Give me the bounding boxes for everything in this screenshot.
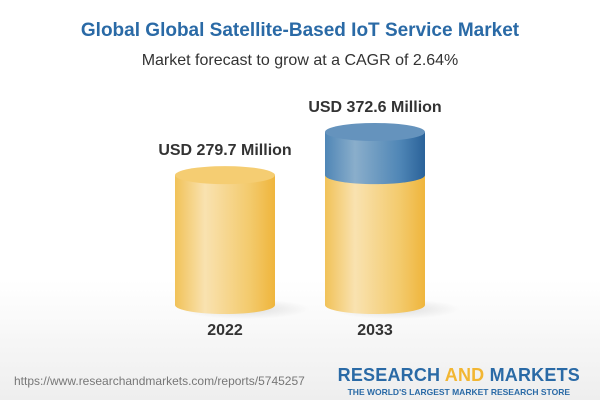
source-url[interactable]: https://www.researchandmarkets.com/repor… <box>14 374 305 388</box>
category-label: 2033 <box>357 322 393 339</box>
category-label: 2022 <box>207 322 243 339</box>
chart-title: Global Global Satellite-Based IoT Servic… <box>80 20 520 41</box>
data-label: USD 279.7 Million <box>158 142 291 159</box>
bar-2022-top <box>175 166 275 185</box>
chart-subtitle: Market forecast to grow at a CAGR of 2.6… <box>141 52 459 69</box>
bar-2022 <box>175 175 275 314</box>
bar-2033-growth <box>325 132 425 185</box>
research-and-markets-logo: RESEARCH AND MARKETS THE WORLD'S LARGEST… <box>337 365 580 397</box>
bar-2033-growth-top <box>325 123 425 141</box>
bar-2033-base <box>325 175 425 314</box>
data-label: USD 372.6 Million <box>308 99 441 116</box>
